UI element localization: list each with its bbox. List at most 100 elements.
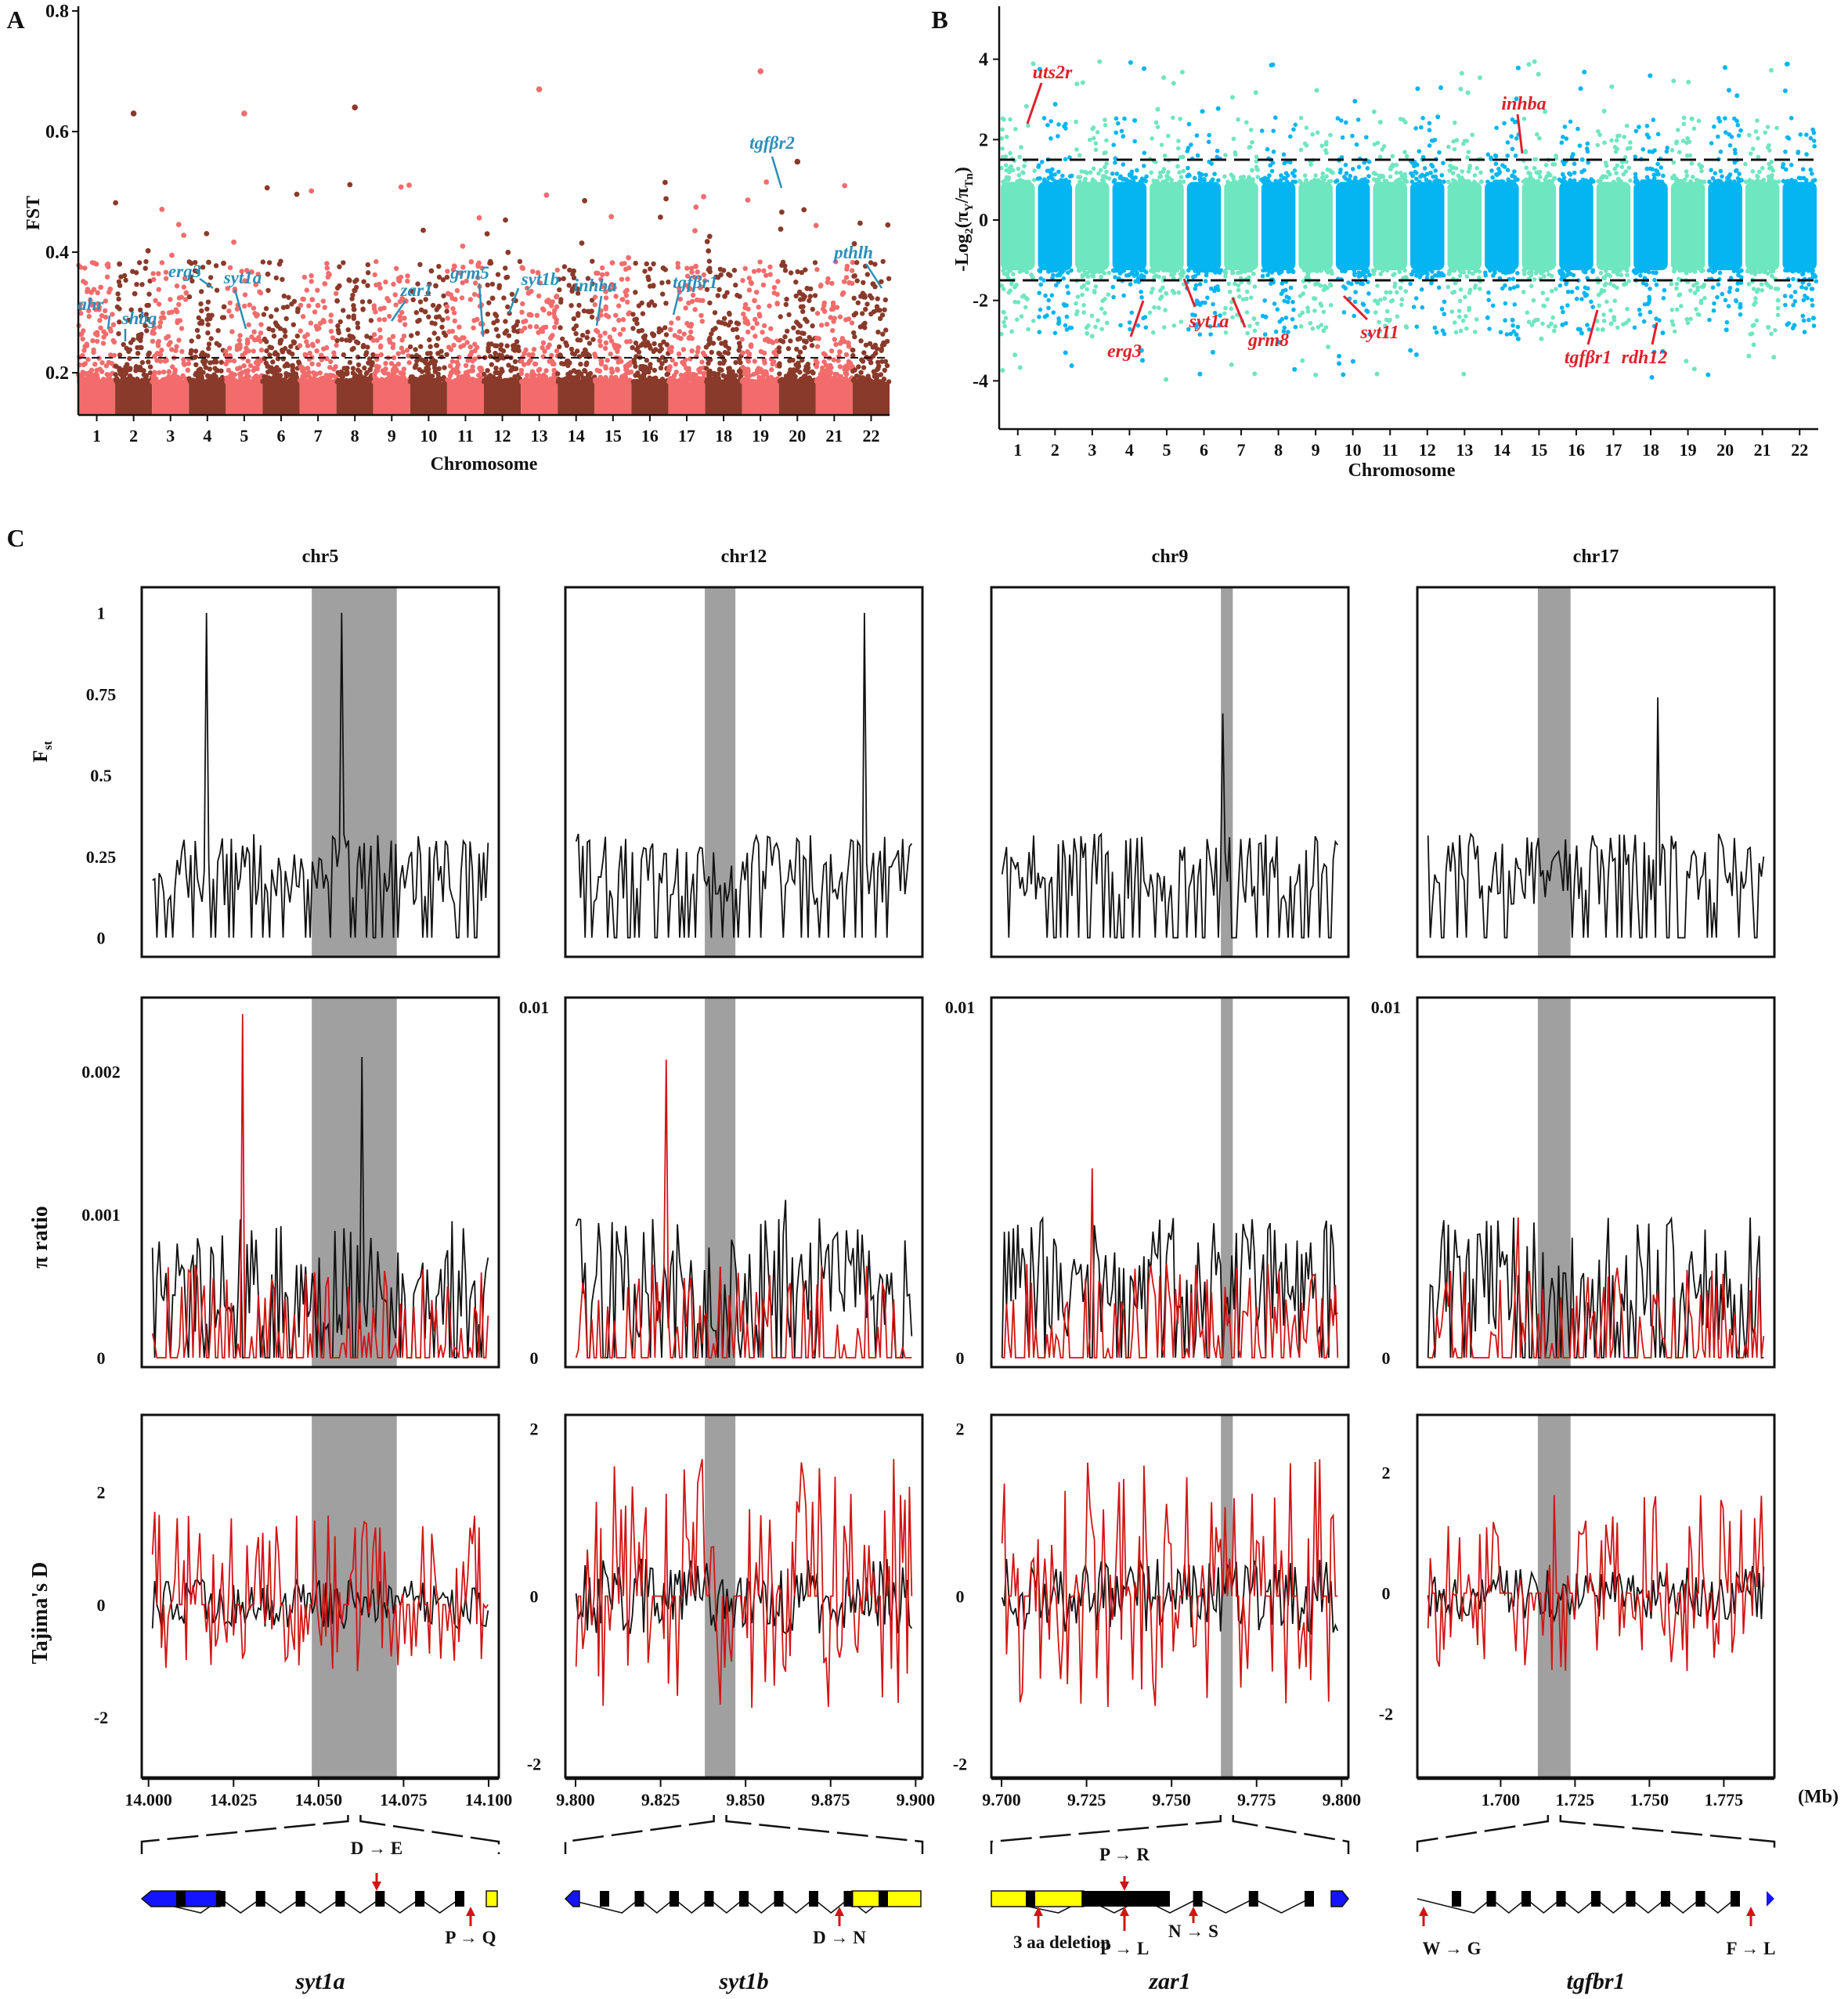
x-axis-label: Chromosome bbox=[431, 454, 538, 474]
fst-point bbox=[437, 275, 442, 280]
pi-point bbox=[1432, 179, 1437, 184]
pi-outlier-point bbox=[1216, 106, 1221, 111]
pi-point bbox=[1496, 167, 1501, 171]
pi-point bbox=[1473, 286, 1478, 290]
pi-point bbox=[1449, 309, 1454, 314]
fst-point bbox=[638, 366, 643, 371]
pi-point bbox=[1045, 123, 1050, 128]
fst-point bbox=[266, 327, 271, 331]
x-tick-label: 8 bbox=[351, 426, 359, 446]
pi-point bbox=[1375, 283, 1380, 288]
pi-point bbox=[1550, 179, 1555, 183]
fst-point bbox=[825, 369, 829, 373]
fst-notable-point bbox=[757, 68, 763, 74]
pi-point bbox=[1648, 179, 1652, 183]
fst-point bbox=[318, 321, 323, 326]
pi-point bbox=[1273, 115, 1278, 120]
pi-point bbox=[1103, 123, 1108, 128]
fst-point bbox=[262, 312, 266, 316]
fst-point bbox=[864, 379, 868, 384]
fst-point bbox=[663, 301, 668, 305]
fst-point bbox=[781, 339, 785, 344]
fst-point bbox=[558, 352, 562, 357]
fst-point bbox=[856, 364, 861, 369]
pi-point bbox=[1069, 269, 1074, 273]
pi-point bbox=[1353, 300, 1358, 305]
pi-point bbox=[1583, 286, 1588, 290]
fst-point bbox=[777, 349, 781, 354]
pi-point bbox=[1458, 274, 1463, 279]
fst-point bbox=[646, 277, 651, 282]
pi-point bbox=[1572, 161, 1577, 166]
pi-point bbox=[1628, 140, 1633, 145]
pi-point bbox=[1402, 269, 1407, 273]
fst-point bbox=[740, 365, 745, 370]
pi-point bbox=[1563, 179, 1568, 184]
pi-point bbox=[1178, 117, 1182, 121]
pi-point bbox=[1077, 269, 1081, 273]
pi-point bbox=[1088, 138, 1092, 143]
y-tick-label: 0.4 bbox=[45, 243, 69, 263]
fst-point bbox=[472, 292, 477, 297]
fst-point bbox=[264, 306, 269, 311]
fst-point bbox=[519, 310, 524, 315]
fst-outlier-point bbox=[589, 309, 594, 314]
pi-point bbox=[1020, 314, 1024, 319]
fst-point bbox=[569, 347, 574, 352]
pi-point bbox=[1600, 288, 1604, 293]
fst-point bbox=[127, 356, 132, 361]
pi-outlier-point bbox=[1081, 81, 1085, 85]
fst-point bbox=[741, 379, 745, 384]
fst-point bbox=[677, 329, 682, 334]
pi-point bbox=[1441, 161, 1446, 165]
fst-point bbox=[274, 323, 279, 327]
fst-point bbox=[757, 312, 762, 316]
fst-point bbox=[156, 341, 161, 345]
pi-point bbox=[1509, 134, 1514, 139]
fst-point bbox=[818, 372, 823, 377]
fst-point bbox=[193, 348, 198, 353]
pi-outlier-point bbox=[1211, 350, 1215, 355]
pi-point bbox=[1193, 176, 1197, 181]
pi-point bbox=[1261, 269, 1265, 273]
pi-point bbox=[1621, 322, 1626, 327]
fst-point bbox=[413, 347, 417, 352]
pi-point bbox=[1081, 310, 1086, 315]
fst-point bbox=[428, 376, 433, 381]
fst-point bbox=[334, 338, 339, 343]
fst-point bbox=[743, 319, 748, 324]
fst-point bbox=[503, 265, 507, 270]
pi-point bbox=[1063, 323, 1068, 328]
pi-point bbox=[1417, 149, 1422, 153]
fst-outlier-point bbox=[503, 218, 508, 223]
fst-point bbox=[663, 359, 668, 363]
fst-notable-point bbox=[795, 159, 801, 165]
pi-outlier-point bbox=[1438, 85, 1443, 90]
pi-point bbox=[1493, 153, 1498, 158]
pi-point bbox=[1662, 288, 1667, 293]
fst-point bbox=[251, 305, 256, 310]
fst-point bbox=[432, 330, 437, 335]
fst-point bbox=[259, 348, 264, 352]
fst-point bbox=[312, 309, 317, 314]
fst-point bbox=[716, 336, 721, 341]
pi-point bbox=[1350, 134, 1355, 139]
pi-point bbox=[1494, 161, 1499, 166]
fst-point bbox=[409, 333, 413, 337]
fst-point bbox=[237, 342, 242, 347]
pi-point bbox=[1304, 178, 1308, 182]
pi-point bbox=[1583, 270, 1588, 275]
fst-point bbox=[717, 361, 722, 366]
pi-point bbox=[1080, 169, 1085, 174]
pi-point bbox=[1404, 289, 1409, 294]
pi-point bbox=[1227, 282, 1232, 287]
pi-point bbox=[1244, 121, 1249, 125]
fst-point bbox=[726, 323, 731, 327]
fst-point bbox=[514, 323, 518, 327]
fst-point bbox=[316, 339, 320, 344]
fst-point bbox=[399, 337, 404, 342]
fst-point bbox=[747, 352, 752, 356]
fst-point bbox=[523, 348, 528, 352]
fst-point bbox=[796, 355, 801, 359]
pi-outlier-point bbox=[1485, 316, 1490, 320]
